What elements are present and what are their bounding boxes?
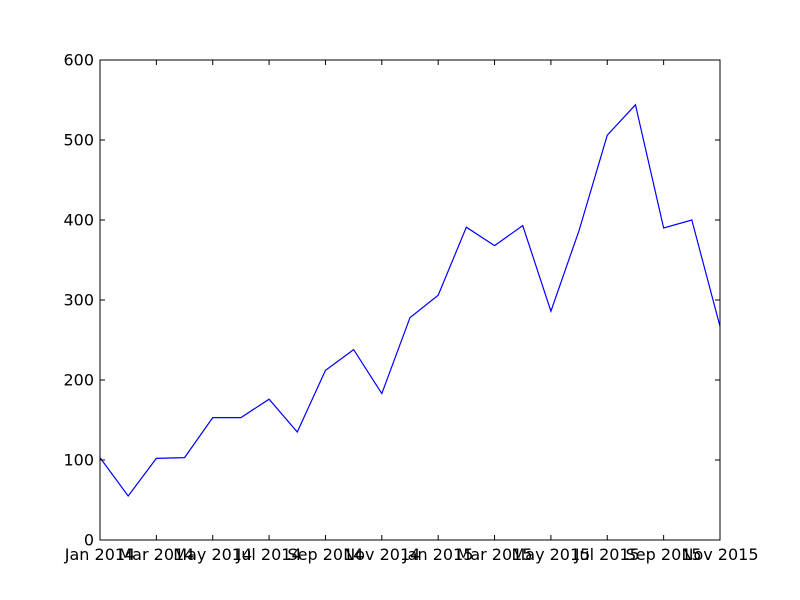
x-tick-label: Nov 2014	[343, 545, 420, 564]
x-tick-label: Mar 2015	[457, 545, 533, 564]
y-tick-label: 600	[63, 51, 94, 70]
y-tick-label: 500	[63, 131, 94, 150]
y-axis: 0 100 200 300 400 500 600	[63, 51, 720, 550]
x-tick-label: May 2015	[511, 545, 590, 564]
y-tick-label: 200	[63, 371, 94, 390]
x-tick-label: Mar 2014	[118, 545, 194, 564]
x-tick-label: Jan 2014	[64, 545, 135, 564]
y-tick-label: 0	[84, 531, 94, 550]
x-tick-label: Jan 2015	[402, 545, 473, 564]
x-tick-label: Jul 2015	[574, 545, 640, 564]
y-tick-label: 400	[63, 211, 94, 230]
x-tick-label: Jul 2014	[236, 545, 302, 564]
y-tick-label: 300	[63, 291, 94, 310]
x-tick-label: Nov 2015	[681, 545, 758, 564]
x-tick-label: Sep 2015	[626, 545, 702, 564]
y-tick-label: 100	[63, 451, 94, 470]
x-tick-label: Sep 2014	[287, 545, 363, 564]
x-tick-label: May 2014	[173, 545, 252, 564]
